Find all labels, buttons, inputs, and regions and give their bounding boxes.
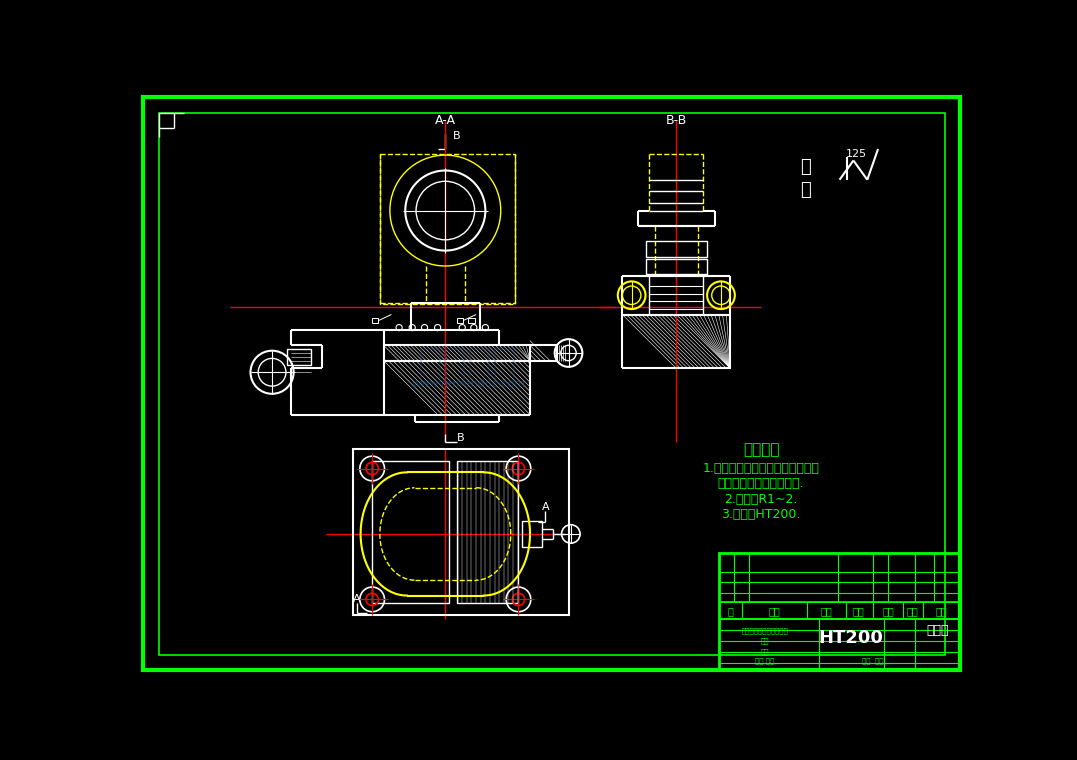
Text: A-A: A-A xyxy=(435,114,456,127)
Text: A: A xyxy=(353,594,361,604)
Text: www.renrendoc.com: www.renrendoc.com xyxy=(411,378,526,389)
Text: 其: 其 xyxy=(800,157,811,176)
Text: 得有毛刺、飞边、切屑等.: 得有毛刺、飞边、切屑等. xyxy=(717,477,805,490)
Text: 125: 125 xyxy=(845,149,867,160)
Text: 数量: 数量 xyxy=(853,606,865,616)
Bar xyxy=(468,318,475,323)
Text: 2.圆角：R1~2.: 2.圆角：R1~2. xyxy=(725,492,798,506)
Text: B-B: B-B xyxy=(666,114,687,127)
Text: 比例: 比例 xyxy=(907,606,919,616)
Text: 零件 图号: 零件 图号 xyxy=(755,657,774,664)
Bar xyxy=(373,318,378,323)
Text: HT200: HT200 xyxy=(819,629,883,647)
Text: 单位  比例: 单位 比例 xyxy=(862,657,883,664)
Text: 余: 余 xyxy=(800,181,811,199)
Text: 材料: 材料 xyxy=(882,606,894,616)
Text: 設計: 設計 xyxy=(760,638,769,644)
Bar xyxy=(288,349,310,365)
Bar xyxy=(645,259,708,274)
Text: 技术要求: 技术要求 xyxy=(743,442,780,457)
Bar xyxy=(522,521,542,547)
Bar xyxy=(457,318,463,323)
Bar xyxy=(645,242,708,257)
Bar xyxy=(373,461,449,603)
Bar xyxy=(380,154,515,305)
Text: 测试图: 测试图 xyxy=(926,624,949,637)
Text: B: B xyxy=(453,131,461,141)
Text: 备注: 备注 xyxy=(935,606,947,616)
Text: B: B xyxy=(457,432,464,442)
Bar xyxy=(718,553,960,670)
Text: 3.材料：HT200.: 3.材料：HT200. xyxy=(722,508,800,521)
Text: 氣門搖桿軸支座加工工藝: 氣門搖桿軸支座加工工藝 xyxy=(741,627,788,634)
Text: 序: 序 xyxy=(727,606,733,616)
Text: 代号: 代号 xyxy=(768,606,780,616)
Bar xyxy=(457,461,518,603)
Text: 1.零件在装配前必须清理干净，不: 1.零件在装配前必须清理干净，不 xyxy=(702,462,820,475)
Text: 審核: 審核 xyxy=(760,648,769,655)
Text: 名称: 名称 xyxy=(821,606,833,616)
Bar xyxy=(353,449,569,615)
Text: A: A xyxy=(542,502,549,512)
Text: 人人文库: 人人文库 xyxy=(419,344,518,385)
